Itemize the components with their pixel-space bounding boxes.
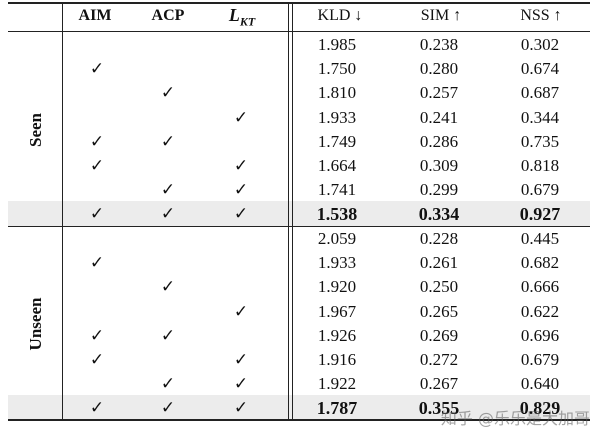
kld-value: 1.538 [316, 204, 358, 225]
table-rule [8, 419, 590, 421]
kld-value: 1.749 [317, 131, 357, 151]
check-icon: ✓ [89, 398, 105, 419]
kld-value: 1.916 [317, 350, 357, 369]
sim-value: 0.241 [419, 107, 459, 127]
nss-value: 0.829 [519, 398, 561, 419]
kld-value: 1.933 [317, 107, 357, 127]
group-label-seen: Seen [26, 112, 45, 147]
nss-value: 0.927 [519, 204, 561, 225]
check-icon: ✓ [160, 131, 176, 152]
sim-value: 0.334 [418, 204, 460, 225]
check-icon: ✓ [233, 301, 249, 322]
check-icon: ✓ [89, 156, 105, 176]
check-icon: ✓ [160, 374, 176, 395]
sim-value: 0.250 [419, 277, 459, 297]
kld-value: 1.933 [317, 253, 357, 273]
sim-value: 0.280 [419, 59, 459, 79]
highlight-row [8, 201, 590, 227]
check-icon: ✓ [89, 253, 105, 274]
kld-value: 1.920 [317, 277, 357, 297]
sim-value: 0.355 [418, 398, 460, 419]
header-nss: NSS ↑ [520, 7, 562, 24]
column-divider [292, 2, 294, 421]
kld-value: 1.926 [317, 325, 357, 345]
watermark: 知乎 @乐乐是大加哥 [440, 409, 590, 428]
header-lkt-sub: KT [239, 14, 256, 29]
check-icon: ✓ [160, 83, 176, 104]
check-icon: ✓ [233, 374, 249, 395]
header-lkt-main: L [228, 5, 240, 25]
check-icon: ✓ [160, 325, 176, 346]
nss-value: 0.687 [520, 83, 560, 103]
kld-value: 2.059 [317, 229, 357, 248]
header-sim: SIM ↑ [420, 7, 462, 24]
column-divider [62, 2, 64, 421]
nss-value: 0.640 [520, 374, 560, 394]
kld-value: 1.810 [317, 83, 357, 103]
table-rule [8, 226, 590, 228]
kld-value: 1.922 [317, 374, 357, 394]
header-aim: AIM [78, 7, 112, 24]
sim-value: 0.265 [419, 301, 459, 321]
kld-value: 1.787 [316, 398, 358, 419]
check-icon: ✓ [233, 180, 249, 201]
nss-value: 0.344 [520, 107, 560, 127]
nss-value: 0.696 [520, 325, 560, 345]
nss-value: 0.622 [520, 301, 560, 321]
check-icon: ✓ [89, 59, 105, 80]
check-icon: ✓ [233, 350, 249, 370]
highlight-row [8, 395, 590, 421]
nss-value: 0.735 [520, 131, 560, 151]
nss-value: 0.679 [520, 180, 560, 200]
sim-value: 0.261 [419, 253, 459, 273]
check-icon: ✓ [233, 398, 249, 419]
nss-value: 0.666 [520, 277, 560, 297]
group-label-unseen: Unseen [26, 297, 45, 351]
check-icon: ✓ [89, 350, 105, 370]
nss-value: 0.302 [520, 35, 560, 54]
check-icon: ✓ [233, 107, 249, 128]
sim-value: 0.299 [419, 180, 459, 200]
check-icon: ✓ [89, 204, 105, 225]
sim-value: 0.309 [419, 156, 459, 175]
nss-value: 0.679 [520, 350, 560, 369]
header-lkt: LKT [208, 5, 276, 30]
nss-value: 0.682 [520, 253, 560, 273]
kld-value: 1.741 [317, 180, 357, 200]
check-icon: ✓ [160, 204, 176, 225]
check-icon: ✓ [89, 325, 105, 346]
kld-value: 1.985 [317, 35, 357, 54]
kld-value: 1.967 [317, 301, 357, 321]
nss-value: 0.674 [520, 59, 560, 79]
check-icon: ✓ [160, 398, 176, 419]
table-rule [8, 2, 590, 4]
sim-value: 0.267 [419, 374, 459, 394]
check-icon: ✓ [233, 204, 249, 225]
sim-value: 0.257 [419, 83, 459, 103]
sim-value: 0.286 [419, 131, 459, 151]
kld-value: 1.750 [317, 59, 357, 79]
sim-value: 0.269 [419, 325, 459, 345]
header-acp: ACP [151, 7, 185, 24]
kld-value: 1.664 [317, 156, 357, 175]
nss-value: 0.818 [520, 156, 560, 175]
nss-value: 0.445 [520, 229, 560, 248]
sim-value: 0.272 [419, 350, 459, 369]
sim-value: 0.228 [419, 229, 459, 248]
column-divider [288, 2, 290, 421]
table-rule [8, 31, 590, 33]
check-icon: ✓ [160, 277, 176, 298]
check-icon: ✓ [89, 131, 105, 152]
check-icon: ✓ [160, 180, 176, 201]
header-kld: KLD ↓ [317, 7, 363, 24]
check-icon: ✓ [233, 156, 249, 176]
sim-value: 0.238 [419, 35, 459, 54]
